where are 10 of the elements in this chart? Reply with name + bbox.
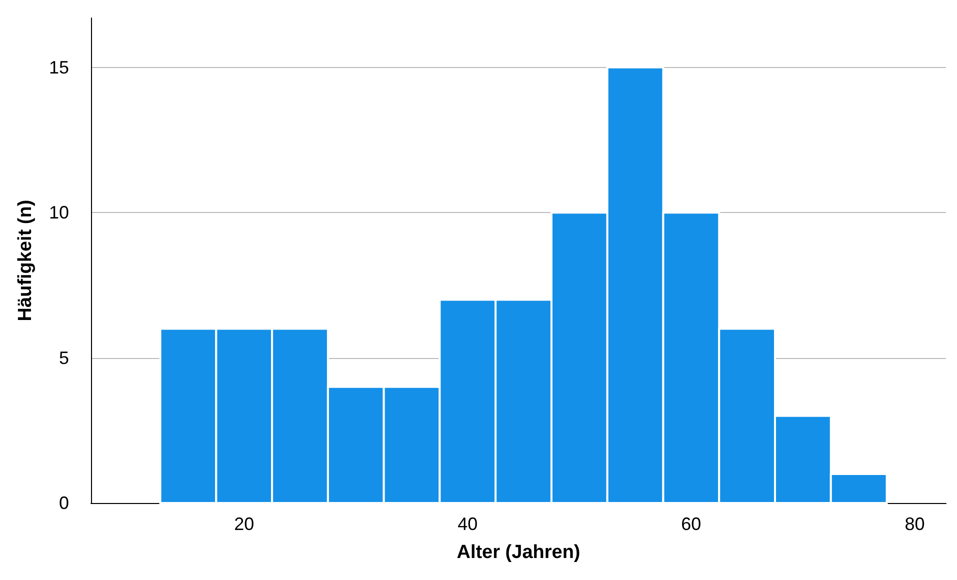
- y-tick-label: 15: [48, 57, 69, 78]
- x-tick-label: 60: [681, 514, 702, 534]
- y-tick-label: 5: [58, 348, 69, 368]
- x-axis-title: Alter (Jahren): [456, 542, 580, 563]
- y-tick-label: 0: [58, 493, 69, 513]
- x-tick-label: 80: [904, 514, 925, 534]
- y-axis-title: Häufigkeit (n): [15, 200, 36, 322]
- x-tick-label: 20: [234, 514, 254, 534]
- x-tick-label: 40: [458, 514, 478, 534]
- y-tick-label: 10: [48, 202, 69, 223]
